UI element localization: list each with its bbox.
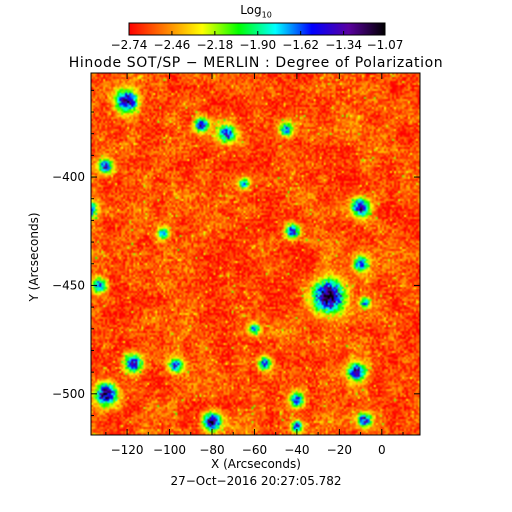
x-tick-label: −60	[242, 443, 267, 457]
colorbar-tick-label: −2.46	[154, 38, 191, 52]
x-tick-label: −20	[327, 443, 352, 457]
polarization-map	[91, 73, 420, 435]
x-tick-label: −120	[111, 443, 144, 457]
y-tick-label: −450	[52, 278, 85, 292]
colorbar-tick-label: −1.62	[282, 38, 319, 52]
x-axis: −120 −100 −80 −60 −40 −20 0	[105, 73, 404, 457]
colorbar-tick-label: −1.90	[239, 38, 276, 52]
colorbar-tick-label: −1.07	[367, 38, 404, 52]
x-axis-label: X (Arcseconds)	[211, 457, 301, 471]
observation-date: 27−Oct−2016 20:27:05.782	[170, 474, 342, 488]
y-tick-label: −500	[52, 387, 85, 401]
x-tick-label: 0	[378, 443, 386, 457]
x-tick-label: −80	[199, 443, 224, 457]
colorbar-title: Log10	[0, 3, 512, 19]
plot-frame	[90, 72, 421, 436]
x-tick-label: −40	[284, 443, 309, 457]
colorbar-tick-label: −2.74	[111, 38, 148, 52]
colorbar-title-base: Log	[240, 3, 262, 17]
y-axis: −400 −450 −500	[52, 89, 420, 416]
y-tick-label: −400	[52, 170, 85, 184]
x-tick-label: −100	[153, 443, 186, 457]
colorbar-tick-label: −2.18	[196, 38, 233, 52]
colorbar-tick-label: −1.34	[325, 38, 362, 52]
colorbar	[128, 22, 386, 36]
chart-title: Hinode SOT/SP − MERLIN : Degree of Polar…	[68, 55, 444, 71]
colorbar-title-subscript: 10	[261, 10, 272, 20]
colorbar-ticks: −2.74 −2.46 −2.18 −1.90 −1.62 −1.34 −1.07	[111, 31, 404, 52]
y-axis-label: Y (Arcseconds)	[27, 212, 41, 302]
